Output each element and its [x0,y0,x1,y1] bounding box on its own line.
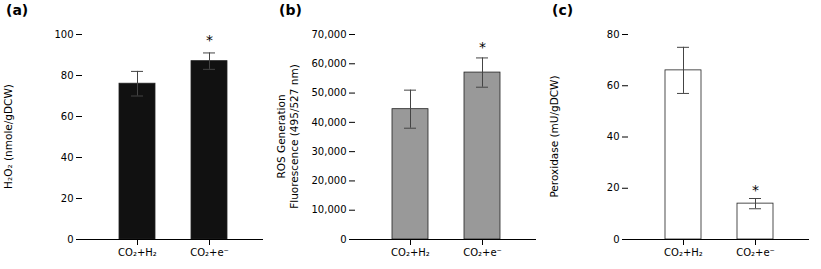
svg-text:40,000: 40,000 [312,117,347,128]
svg-text:CO₂+H₂: CO₂+H₂ [664,247,703,258]
svg-text:40: 40 [607,131,620,142]
svg-text:*: * [752,182,759,198]
svg-text:60: 60 [61,111,74,122]
svg-text:60: 60 [607,80,620,91]
svg-text:0: 0 [613,234,619,245]
svg-text:0: 0 [340,234,346,245]
svg-text:CO₂+e⁻: CO₂+e⁻ [463,247,502,258]
svg-text:CO₂+e⁻: CO₂+e⁻ [736,247,775,258]
svg-text:80: 80 [607,29,620,40]
svg-text:*: * [206,32,213,48]
svg-text:20,000: 20,000 [312,175,347,186]
svg-text:60,000: 60,000 [312,58,347,69]
svg-text:20: 20 [61,193,74,204]
svg-text:80: 80 [61,70,74,81]
svg-text:20: 20 [607,182,620,193]
svg-text:CO₂+e⁻: CO₂+e⁻ [190,247,229,258]
svg-text:*: * [479,39,486,55]
svg-text:10,000: 10,000 [312,204,347,215]
svg-text:100: 100 [54,29,73,40]
svg-text:30,000: 30,000 [312,146,347,157]
svg-text:Peroxidase (mU/gDCW): Peroxidase (mU/gDCW) [548,75,560,197]
svg-text:Fluorescence (495/527 nm): Fluorescence (495/527 nm) [288,64,300,209]
svg-text:H₂O₂ (nmole/gDCW): H₂O₂ (nmole/gDCW) [2,84,14,189]
svg-text:CO₂+H₂: CO₂+H₂ [391,247,430,258]
html-text:(c): (c) [552,2,574,18]
svg-text:ROS Generation: ROS Generation [275,94,287,178]
svg-text:CO₂+H₂: CO₂+H₂ [118,247,157,258]
svg-text:70,000: 70,000 [312,29,347,40]
html-text:(b): (b) [279,2,302,18]
svg-text:0: 0 [67,234,73,245]
svg-text:50,000: 50,000 [312,87,347,98]
svg-text:40: 40 [61,152,74,163]
html-text:(a): (a) [6,2,29,18]
